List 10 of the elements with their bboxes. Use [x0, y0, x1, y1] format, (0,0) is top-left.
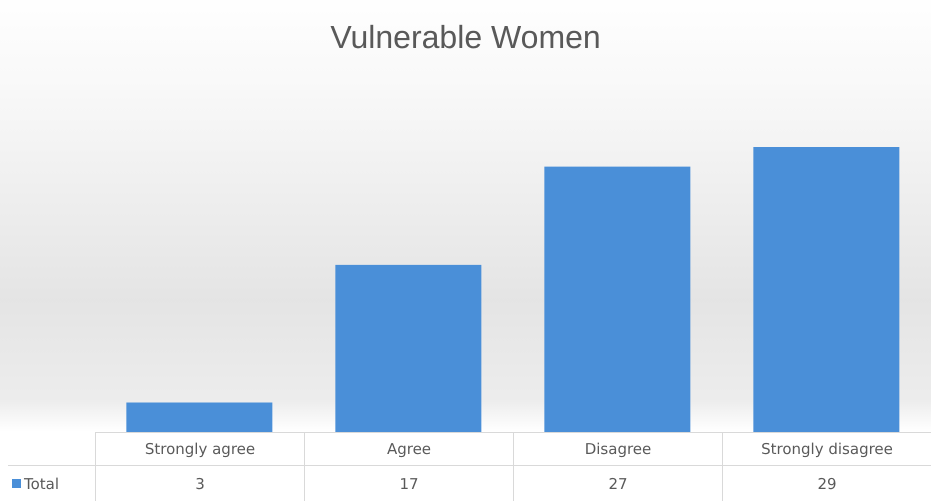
data-label: 29 [817, 474, 837, 492]
chart-title: Vulnerable Women [329, 18, 602, 56]
data-label: 3 [195, 474, 205, 492]
x-tick-label: Strongly disagree [761, 440, 893, 458]
x-tick-label: Disagree [584, 440, 652, 458]
data-label: 17 [399, 474, 419, 492]
data-label: 27 [608, 474, 628, 492]
x-tick-label: Strongly agree [144, 440, 256, 458]
legend-label: Total [24, 474, 60, 492]
x-tick-label: Agree [386, 440, 432, 458]
